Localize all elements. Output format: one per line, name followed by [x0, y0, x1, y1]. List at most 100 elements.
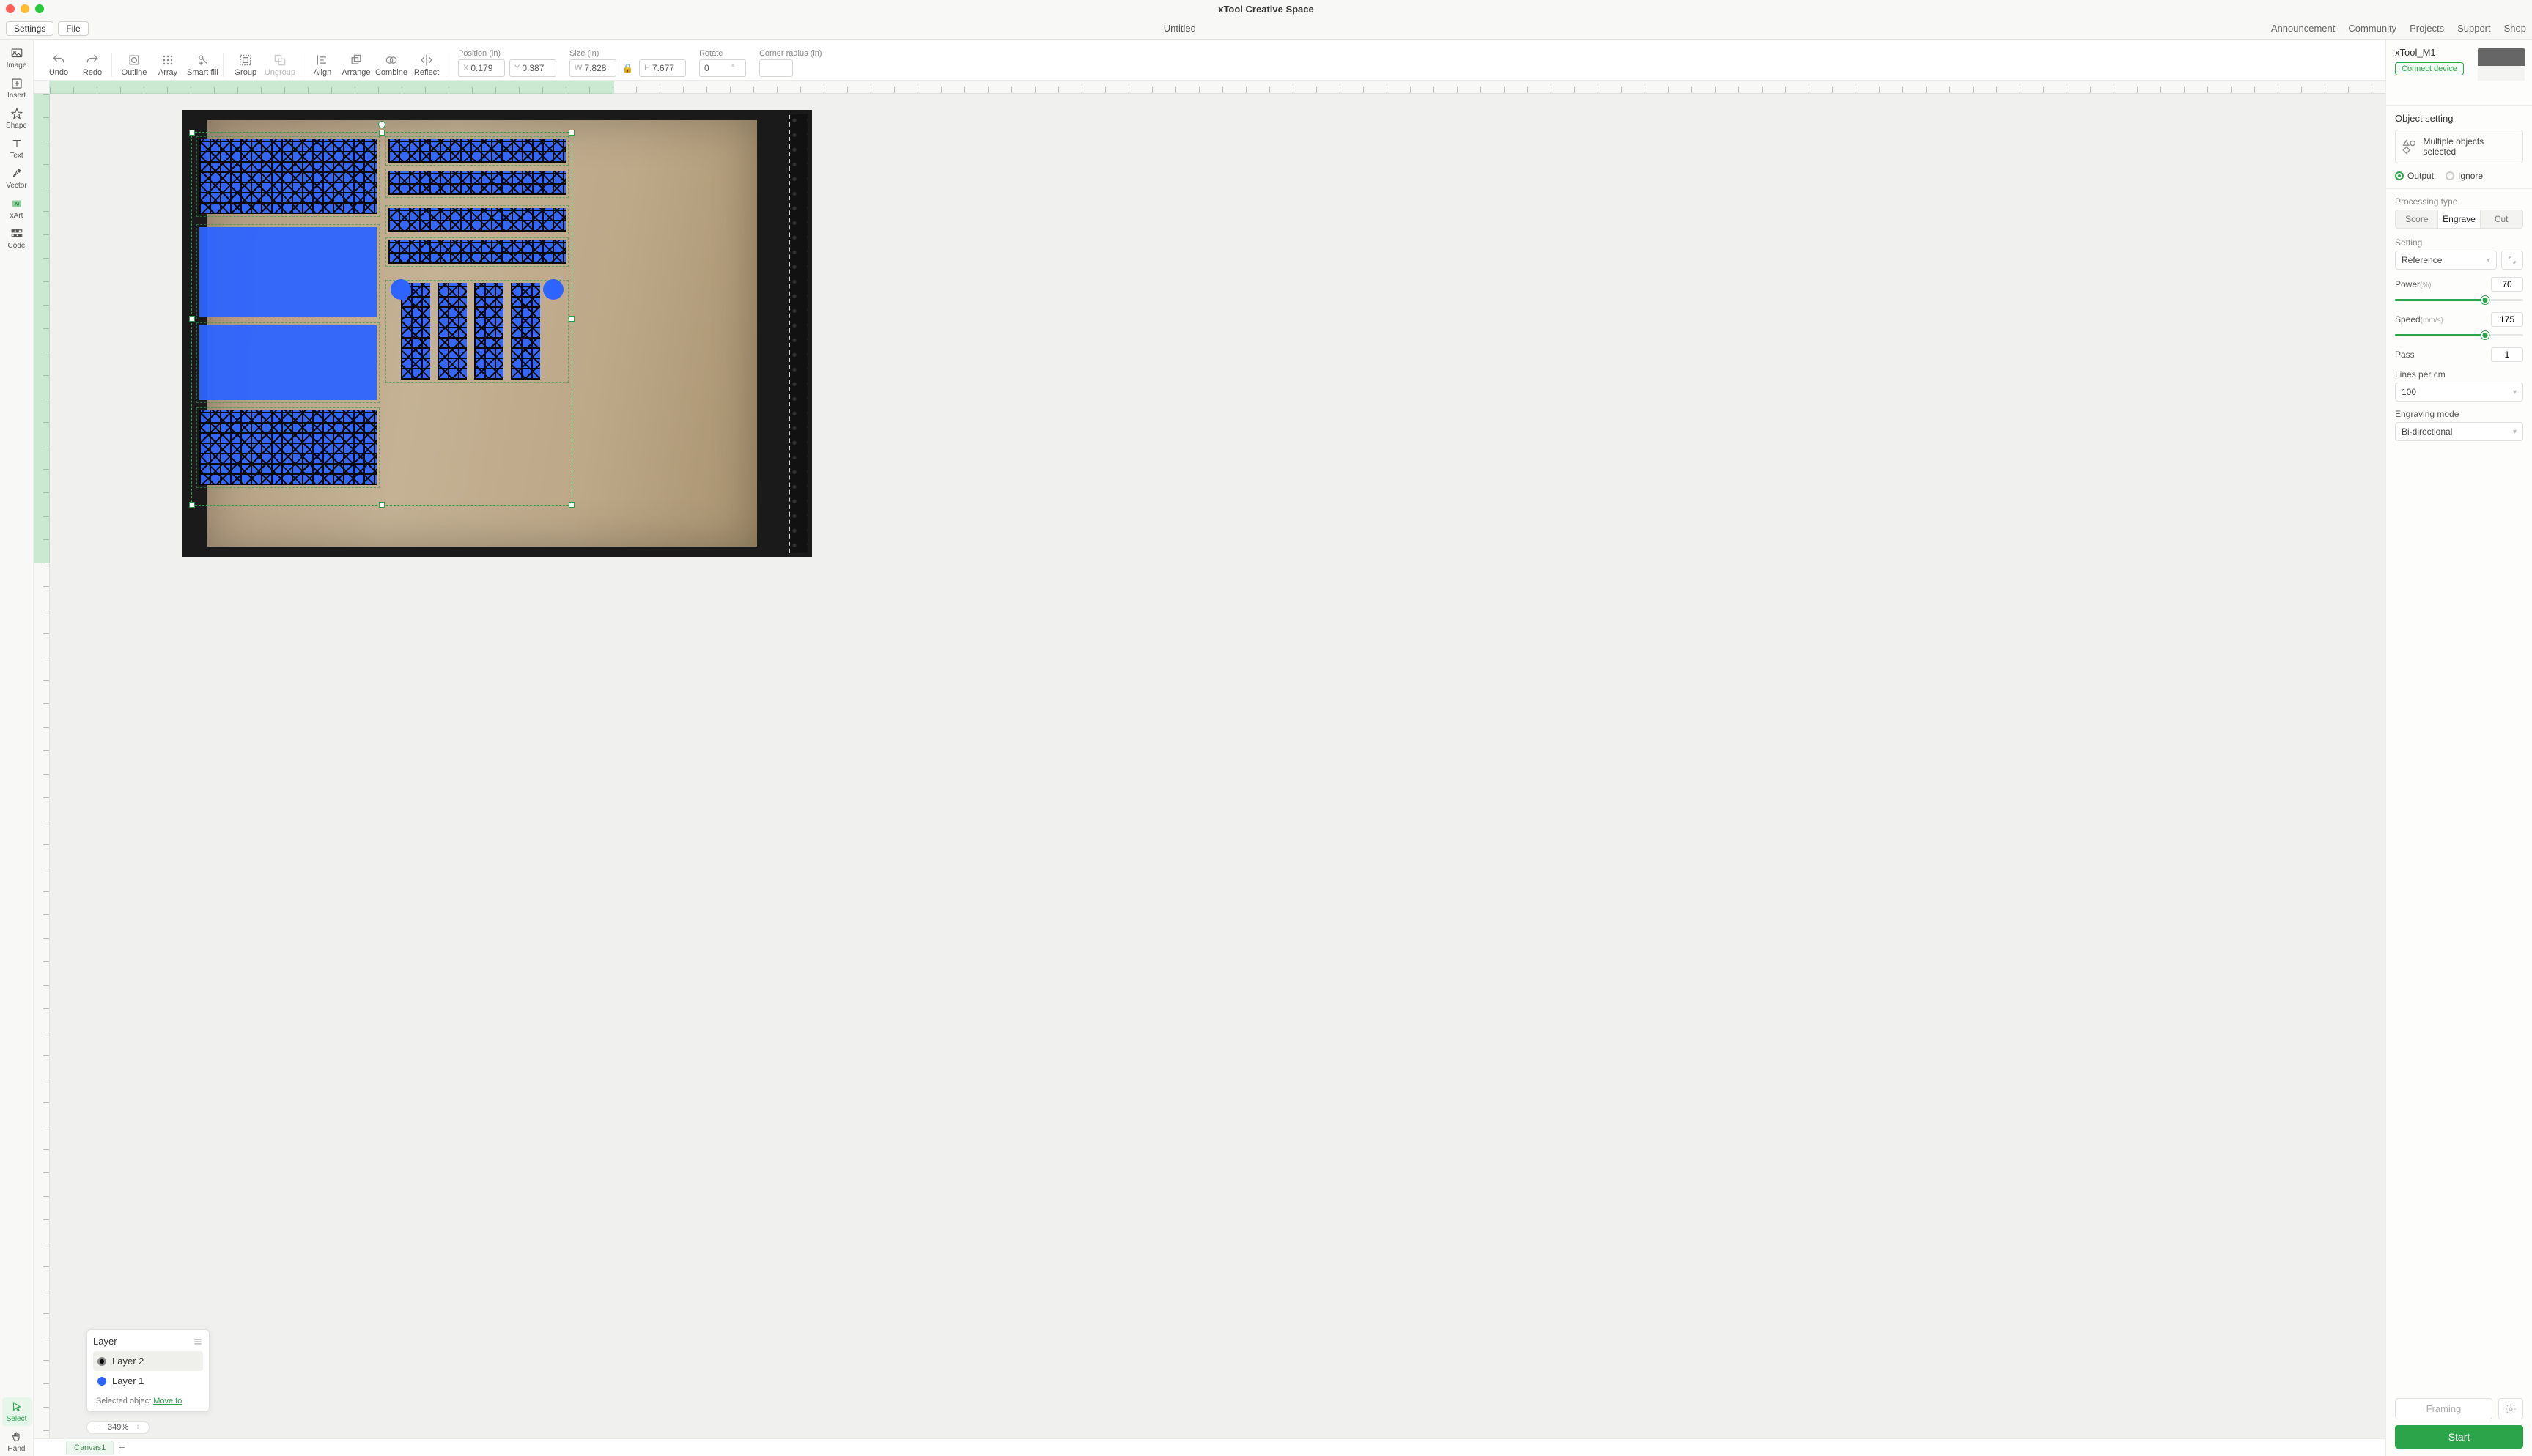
- ruler-active-range-h: [50, 81, 614, 94]
- resize-handle-sw[interactable]: [189, 502, 195, 508]
- tool-xart[interactable]: AI xArt: [2, 194, 32, 223]
- zoom-control[interactable]: − 349% +: [86, 1421, 150, 1434]
- layer-item[interactable]: Layer 1: [93, 1371, 203, 1391]
- redo-button[interactable]: Redo: [78, 53, 107, 77]
- lock-icon[interactable]: 🔒: [621, 63, 635, 73]
- proc-score[interactable]: Score: [2396, 210, 2438, 228]
- tool-hand[interactable]: Hand: [2, 1427, 32, 1456]
- canvas-stage[interactable]: Layer Layer 2 Layer 1 Selected obje: [34, 81, 2385, 1438]
- smartfill-icon: [195, 53, 210, 67]
- menubar: Settings File Untitled Announcement Comm…: [0, 18, 2532, 40]
- nav-shop[interactable]: Shop: [2504, 23, 2526, 34]
- design-object[interactable]: [385, 136, 569, 166]
- design-object[interactable]: [385, 280, 569, 383]
- zoom-in-button[interactable]: +: [133, 1423, 143, 1432]
- speed-input[interactable]: [2491, 312, 2523, 327]
- move-to-link[interactable]: Move to: [153, 1397, 182, 1405]
- resize-handle-s[interactable]: [379, 502, 385, 508]
- select-icon: [10, 1400, 23, 1413]
- design-object[interactable]: [385, 169, 569, 198]
- processing-type-label: Processing type: [2395, 196, 2457, 207]
- zoom-out-button[interactable]: −: [93, 1423, 103, 1432]
- nav-support[interactable]: Support: [2457, 23, 2491, 34]
- expand-icon: [2508, 255, 2517, 265]
- tool-vector[interactable]: Vector: [2, 164, 32, 193]
- size-h-input[interactable]: H7.677: [639, 59, 686, 77]
- titlebar: xTool Creative Space: [0, 0, 2532, 18]
- resize-handle-se[interactable]: [569, 502, 575, 508]
- lines-per-cm-select[interactable]: 100▾: [2395, 383, 2523, 402]
- ignore-radio[interactable]: Ignore: [2446, 171, 2483, 181]
- ungroup-button: Ungroup: [265, 53, 295, 77]
- add-canvas-button[interactable]: +: [114, 1441, 130, 1453]
- design-object[interactable]: [385, 237, 569, 267]
- pos-x-input[interactable]: X0.179: [458, 59, 505, 77]
- design-object[interactable]: [196, 136, 380, 217]
- processing-type-segment[interactable]: Score Engrave Cut: [2395, 210, 2523, 229]
- align-button[interactable]: Align: [308, 53, 337, 77]
- window-maximize[interactable]: [35, 4, 44, 13]
- resize-handle-n[interactable]: [379, 130, 385, 136]
- size-w-input[interactable]: W7.828: [569, 59, 616, 77]
- rotate-input[interactable]: 0°: [699, 59, 746, 77]
- window-close[interactable]: [6, 4, 15, 13]
- design-object[interactable]: [196, 322, 380, 403]
- power-slider[interactable]: [2395, 295, 2523, 305]
- reflect-button[interactable]: Reflect: [412, 53, 441, 77]
- corner-input[interactable]: [759, 59, 793, 77]
- settings-menu[interactable]: Settings: [6, 21, 53, 36]
- rotate-handle[interactable]: [378, 121, 385, 128]
- nav-projects[interactable]: Projects: [2410, 23, 2444, 34]
- canvas-footer: Canvas1 +: [34, 1438, 2385, 1456]
- pos-y-input[interactable]: Y0.387: [509, 59, 556, 77]
- start-button[interactable]: Start: [2395, 1425, 2523, 1449]
- canvas-viewport[interactable]: Layer Layer 2 Layer 1 Selected obje: [50, 94, 2385, 1438]
- array-button[interactable]: Array: [153, 53, 182, 77]
- output-radio[interactable]: Output: [2395, 171, 2434, 181]
- resize-handle-e[interactable]: [569, 316, 575, 322]
- tool-insert[interactable]: Insert: [2, 74, 32, 103]
- tool-text[interactable]: Text: [2, 134, 32, 163]
- proc-engrave[interactable]: Engrave: [2438, 210, 2481, 228]
- layer-menu-icon[interactable]: [193, 1337, 203, 1347]
- layer-item[interactable]: Layer 2: [93, 1351, 203, 1371]
- pass-input[interactable]: [2491, 347, 2523, 362]
- arrange-button[interactable]: Arrange: [342, 53, 371, 77]
- resize-handle-ne[interactable]: [569, 130, 575, 136]
- layer-panel[interactable]: Layer Layer 2 Layer 1 Selected obje: [86, 1329, 210, 1412]
- combine-icon: [384, 53, 399, 67]
- proc-cut[interactable]: Cut: [2480, 210, 2522, 228]
- tool-code[interactable]: Code: [2, 224, 32, 253]
- tool-shape[interactable]: Shape: [2, 104, 32, 133]
- canvas-tab[interactable]: Canvas1: [66, 1441, 114, 1455]
- tool-image[interactable]: Image: [2, 44, 32, 73]
- setting-reference-select[interactable]: Reference▾: [2395, 251, 2497, 270]
- connect-device-button[interactable]: Connect device: [2395, 62, 2464, 75]
- tool-select[interactable]: Select: [2, 1397, 32, 1426]
- framing-settings-button[interactable]: [2498, 1398, 2523, 1419]
- resize-handle-w[interactable]: [189, 316, 195, 322]
- ungroup-icon: [273, 53, 287, 67]
- design-object[interactable]: [196, 407, 380, 488]
- group-button[interactable]: Group: [231, 53, 260, 77]
- speed-slider[interactable]: [2395, 330, 2523, 340]
- size-field: Size (in) W7.828 🔒 H7.677: [569, 49, 686, 77]
- power-input[interactable]: [2491, 277, 2523, 292]
- ruler-active-range-v: [34, 94, 50, 563]
- arrange-icon: [349, 53, 363, 67]
- undo-button[interactable]: Undo: [44, 53, 73, 77]
- smartfill-button[interactable]: Smart fill: [187, 53, 218, 77]
- resize-handle-nw[interactable]: [189, 130, 195, 136]
- setting-expand-button[interactable]: [2501, 251, 2523, 270]
- outline-button[interactable]: Outline: [119, 53, 149, 77]
- design-object[interactable]: [385, 205, 569, 234]
- window-minimize[interactable]: [21, 4, 29, 13]
- design-object[interactable]: [196, 224, 380, 319]
- file-menu[interactable]: File: [58, 21, 88, 36]
- nav-announcement[interactable]: Announcement: [2271, 23, 2335, 34]
- nav-community[interactable]: Community: [2348, 23, 2396, 34]
- combine-button[interactable]: Combine: [375, 53, 407, 77]
- framing-button[interactable]: Framing: [2395, 1398, 2492, 1419]
- engraving-mode-select[interactable]: Bi-directional▾: [2395, 422, 2523, 441]
- lines-label: Lines per cm: [2395, 369, 2523, 380]
